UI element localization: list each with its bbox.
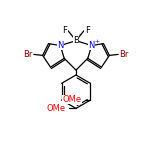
Text: OMe: OMe — [46, 104, 65, 113]
Text: +: + — [94, 39, 99, 44]
Text: F: F — [62, 26, 67, 35]
Text: N: N — [57, 41, 64, 50]
Text: Br: Br — [23, 50, 33, 59]
Text: F: F — [85, 26, 90, 35]
Text: Br: Br — [119, 50, 129, 59]
Text: F: F — [75, 96, 80, 105]
Text: N: N — [88, 41, 95, 50]
Text: O: O — [75, 95, 82, 104]
Text: OMe: OMe — [62, 95, 82, 104]
Text: ⁻: ⁻ — [79, 34, 82, 39]
Text: B: B — [73, 36, 79, 45]
